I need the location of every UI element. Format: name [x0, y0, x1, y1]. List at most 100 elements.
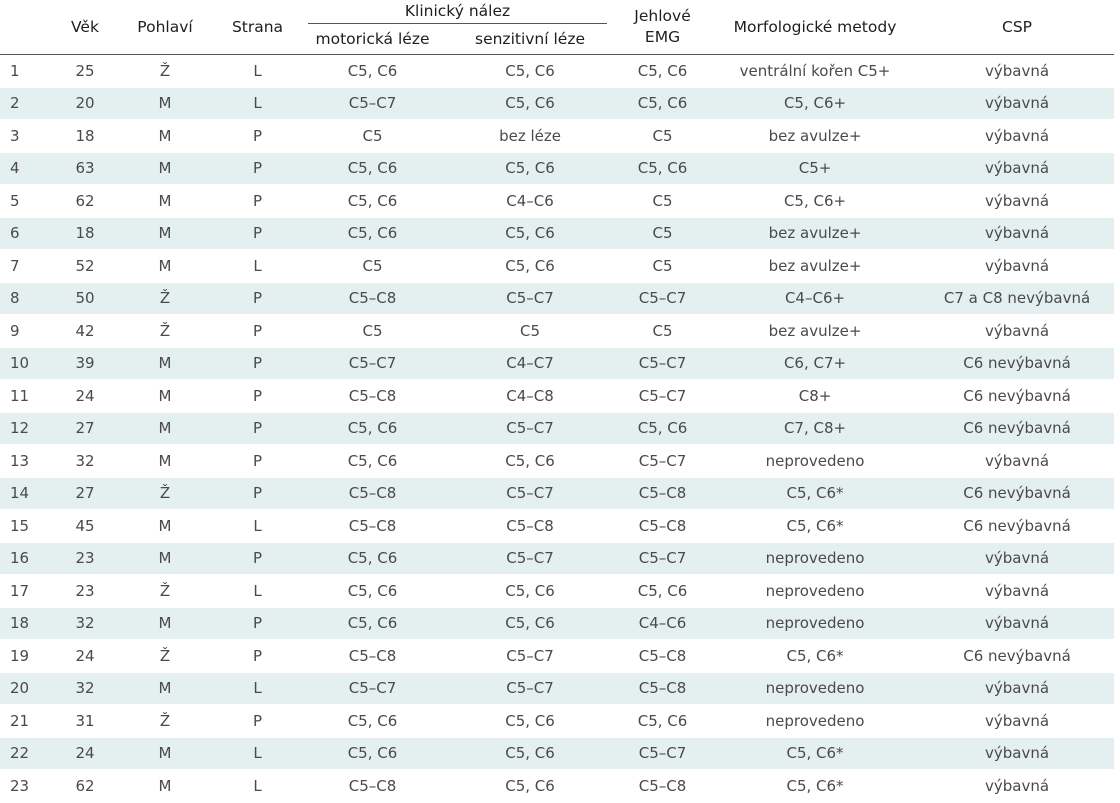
header-emg-line1: Jehlové — [634, 7, 691, 25]
table-row: 16 23 M P C5, C6 C5–C7 C5–C7 neprovedeno výbavná — [0, 542, 1115, 575]
table-row: 17 23 Ž L C5, C6 C5, C6 C5, C6 neprovedeno výbav… — [0, 574, 1115, 608]
cell-emg: C5–C7 — [615, 737, 711, 770]
table-row: 19 24 Ž P C5–C8 C5–C7 C5–C8 C5, C6* C6 nevýbavná — [0, 639, 1115, 673]
cell-morphology: C5, C6* — [710, 769, 921, 803]
cell-morphology: C8+ — [710, 379, 921, 413]
cell-number: 11 — [0, 379, 55, 413]
cell-number: 8 — [0, 282, 55, 315]
cell-emg: C5–C7 — [615, 379, 711, 413]
cell-side: L — [215, 672, 300, 705]
cell-csp: výbavná — [920, 152, 1115, 185]
cell-motor-lesion: C5–C8 — [300, 379, 445, 413]
header-group-divider — [308, 23, 608, 24]
cell-number: 23 — [0, 769, 55, 803]
cell-side: P — [215, 184, 300, 218]
cell-morphology: C5, C6+ — [710, 87, 921, 120]
cell-side: L — [215, 769, 300, 803]
cell-number: 21 — [0, 704, 55, 738]
table-row: 15 45 M L C5–C8 C5–C8 C5–C8 C5, C6* C6 nevýbavná — [0, 509, 1115, 543]
cell-sensory-lesion: C5–C7 — [445, 477, 616, 510]
header-sensory: senzitivní léze — [475, 30, 586, 48]
cell-side: P — [215, 217, 300, 250]
cell-csp: C6 nevýbavná — [920, 639, 1115, 673]
cell-motor-lesion: C5, C6 — [300, 444, 445, 478]
cell-age: 23 — [55, 574, 115, 608]
cell-sensory-lesion: C5–C7 — [445, 542, 616, 575]
table-row: 9 42 Ž P C5 C5 C5 bez avulze+ výbavná — [0, 314, 1115, 348]
cell-sex: Ž — [115, 54, 215, 88]
cell-age: 62 — [55, 769, 115, 803]
cell-csp: výbavná — [920, 769, 1115, 803]
cell-sensory-lesion: C5, C6 — [445, 217, 616, 250]
cell-age: 32 — [55, 672, 115, 705]
cell-sensory-lesion: C4–C6 — [445, 184, 616, 218]
cell-csp: C7 a C8 nevýbavná — [920, 282, 1115, 315]
cell-sensory-lesion: C5–C8 — [445, 509, 616, 543]
cell-age: 18 — [55, 119, 115, 153]
cell-side: L — [215, 54, 300, 88]
cell-age: 27 — [55, 477, 115, 510]
header-clinical-label: Klinický nález — [404, 2, 511, 20]
cell-sensory-lesion: C4–C7 — [445, 347, 616, 380]
cell-csp: výbavná — [920, 217, 1115, 250]
cell-number: 6 — [0, 217, 55, 250]
cell-side: P — [215, 379, 300, 413]
cell-csp: výbavná — [920, 574, 1115, 608]
cell-emg: C5, C6 — [615, 574, 711, 608]
cell-morphology: neprovedeno — [710, 672, 921, 705]
cell-side: P — [215, 444, 300, 478]
cell-motor-lesion: C5, C6 — [300, 574, 445, 608]
cell-number: 17 — [0, 574, 55, 608]
cell-sensory-lesion: C5, C6 — [445, 704, 616, 738]
cell-age: 18 — [55, 217, 115, 250]
cell-number: 18 — [0, 607, 55, 640]
header-number — [0, 0, 55, 55]
cell-sensory-lesion: C5–C7 — [445, 672, 616, 705]
cell-sex: M — [115, 607, 215, 640]
cell-csp: C6 nevýbavná — [920, 509, 1115, 543]
cell-sex: Ž — [115, 282, 215, 315]
cell-morphology: neprovedeno — [710, 704, 921, 738]
cell-motor-lesion: C5 — [300, 119, 445, 153]
cell-motor-lesion: C5, C6 — [300, 412, 445, 445]
cell-side: P — [215, 314, 300, 348]
table-row: 22 24 M L C5, C6 C5, C6 C5–C7 C5, C6* výbavná — [0, 737, 1115, 770]
cell-emg: C5, C6 — [615, 412, 711, 445]
cell-emg: C5–C8 — [615, 639, 711, 673]
cell-motor-lesion: C5 — [300, 249, 445, 283]
cell-emg: C5–C7 — [615, 347, 711, 380]
cell-side: L — [215, 737, 300, 770]
cell-sensory-lesion: C5–C7 — [445, 639, 616, 673]
cell-csp: výbavná — [920, 119, 1115, 153]
header-morph: Morfologické metody — [733, 18, 897, 36]
cell-number: 1 — [0, 54, 55, 88]
cell-csp: výbavná — [920, 542, 1115, 575]
cell-side: P — [215, 477, 300, 510]
cell-csp: výbavná — [920, 87, 1115, 120]
cell-emg: C5–C8 — [615, 769, 711, 803]
cell-morphology: C7, C8+ — [710, 412, 921, 445]
cell-sensory-lesion: C5, C6 — [445, 607, 616, 640]
cell-sensory-lesion: C5, C6 — [445, 737, 616, 770]
cell-number: 22 — [0, 737, 55, 770]
cell-emg: C4–C6 — [615, 607, 711, 640]
cell-sensory-lesion: C5, C6 — [445, 249, 616, 283]
cell-csp: výbavná — [920, 737, 1115, 770]
cell-number: 5 — [0, 184, 55, 218]
cell-sex: M — [115, 737, 215, 770]
cell-sex: Ž — [115, 704, 215, 738]
cell-age: 20 — [55, 87, 115, 120]
cell-side: P — [215, 152, 300, 185]
cell-morphology: ventrální kořen C5+ — [710, 54, 921, 88]
cell-side: L — [215, 574, 300, 608]
header-clinical-group: Klinický nález — [300, 0, 615, 24]
table-row: 2 20 M L C5–C7 C5, C6 C5, C6 C5, C6+ výbavná — [0, 87, 1115, 120]
table-row: 12 27 M P C5, C6 C5–C7 C5, C6 C7, C8+ C6 nevýbav… — [0, 412, 1115, 445]
cell-emg: C5–C8 — [615, 509, 711, 543]
cell-sex: M — [115, 184, 215, 218]
cell-emg: C5, C6 — [615, 54, 711, 88]
cell-csp: výbavná — [920, 314, 1115, 348]
cell-side: P — [215, 412, 300, 445]
cell-emg: C5 — [615, 249, 711, 283]
